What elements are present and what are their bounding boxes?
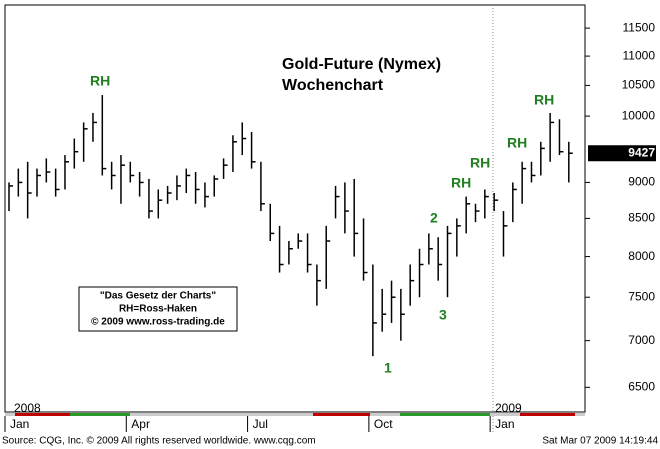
annotation: RH [534, 92, 554, 108]
strip-red [313, 413, 370, 416]
x-tick-label: Jan [495, 417, 514, 431]
annotation: 3 [439, 307, 447, 323]
y-tick-label: 7000 [628, 333, 655, 347]
annotation: 1 [384, 360, 392, 376]
annotation: RH [451, 175, 471, 191]
y-tick-label: 8000 [628, 249, 655, 263]
date-strip [5, 413, 585, 416]
strip-green [400, 413, 490, 416]
year-label: 2008 [14, 401, 41, 415]
source: Source: CQG, Inc. © 2009 All rights rese… [2, 436, 316, 447]
note-line: "Das Gesetz der Charts" [100, 291, 216, 302]
x-tick-label: Apr [131, 417, 150, 431]
last-price: 9427 [628, 145, 655, 159]
y-tick-label: 8500 [628, 211, 655, 225]
y-tick-label: 6500 [628, 379, 655, 393]
strip [5, 413, 585, 416]
y-tick-label: 11500 [623, 20, 656, 34]
chart-title: Gold-Future (Nymex) [282, 56, 441, 73]
annotation: 2 [430, 210, 438, 226]
strip-green [70, 413, 130, 416]
plot-frame [4, 4, 586, 413]
x-tick-label: Jan [10, 417, 29, 431]
last-price-box [588, 145, 656, 162]
x-tick-label: Oct [374, 417, 393, 431]
strip-red [520, 413, 575, 416]
note-line: © 2009 www.ross-trading.de [91, 317, 225, 328]
y-tick-label: 9000 [628, 175, 655, 189]
y-tick-label: 10000 [622, 108, 656, 122]
y-tick-label: 10500 [622, 78, 656, 92]
note-box [78, 286, 238, 332]
timestamp: Sat Mar 07 2009 14:19:44 [542, 436, 658, 447]
chart-subtitle: Wochenchart [282, 77, 384, 94]
note-line: RH=Ross-Haken [119, 304, 197, 315]
year-label: 2009 [495, 401, 522, 415]
y-tick-label: 7500 [628, 289, 655, 303]
annotation: RH [507, 135, 527, 151]
annotation: RH [470, 155, 490, 171]
strip-red [15, 413, 70, 416]
annotation: RH [90, 73, 110, 89]
x-tick-label: Jul [253, 417, 268, 431]
y-tick-label: 11000 [623, 48, 656, 62]
